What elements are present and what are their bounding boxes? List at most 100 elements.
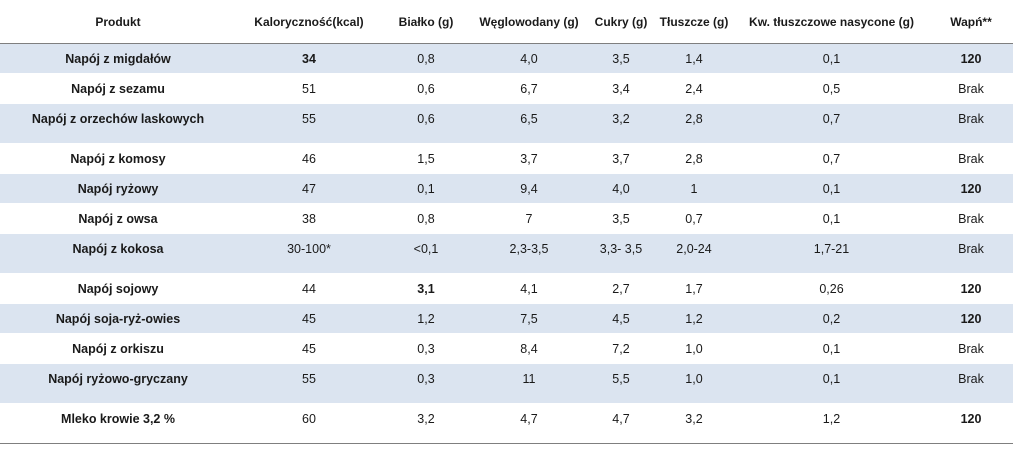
weglowodany-cell: 4,0	[470, 43, 588, 74]
cukry-cell: 3,4	[588, 73, 654, 104]
tluszcze-cell: 2,0-24	[654, 233, 734, 274]
kcal-cell: 45	[236, 333, 382, 364]
weglowodany-cell: 3,7	[470, 143, 588, 174]
nasycone-cell: 0,1	[734, 363, 929, 404]
table-row: Napój z orzechów laskowych 55 0,6 6,5 3,…	[0, 103, 1013, 144]
weglowodany-cell: 11	[470, 363, 588, 404]
table-row: Napój z migdałów 34 0,8 4,0 3,5 1,4 0,1 …	[0, 43, 1013, 74]
table-row: Napój z owsa 38 0,8 7 3,5 0,7 0,1 Brak	[0, 203, 1013, 234]
cukry-cell: 5,5	[588, 363, 654, 404]
nasycone-cell: 0,1	[734, 333, 929, 364]
header-kcal: Kaloryczność(kcal)	[236, 0, 382, 44]
nasycone-cell: 0,1	[734, 173, 929, 204]
wapn-cell: 120	[929, 273, 1013, 304]
kcal-cell: 60	[236, 403, 382, 444]
tluszcze-cell: 1,0	[654, 363, 734, 404]
header-cukry: Cukry (g)	[588, 0, 654, 44]
table-row: Napój ryżowy 47 0,1 9,4 4,0 1 0,1 120	[0, 173, 1013, 204]
bialko-cell: <0,1	[382, 233, 470, 274]
cukry-cell: 2,7	[588, 273, 654, 304]
cukry-cell: 3,2	[588, 103, 654, 144]
nasycone-cell: 0,1	[734, 43, 929, 74]
kcal-cell: 55	[236, 103, 382, 144]
table-row: Napój soja-ryż-owies 45 1,2 7,5 4,5 1,2 …	[0, 303, 1013, 334]
table-row: Napój ryżowo-gryczany 55 0,3 11 5,5 1,0 …	[0, 363, 1013, 404]
tluszcze-cell: 1,0	[654, 333, 734, 364]
kcal-cell: 44	[236, 273, 382, 304]
cukry-cell: 3,3- 3,5	[588, 233, 654, 274]
bialko-cell: 0,6	[382, 103, 470, 144]
product-name: Mleko krowie 3,2 %	[0, 403, 236, 444]
nasycone-cell: 1,7-21	[734, 233, 929, 274]
bialko-cell: 0,8	[382, 203, 470, 234]
wapn-cell: Brak	[929, 363, 1013, 404]
nasycone-cell: 0,1	[734, 203, 929, 234]
kcal-cell: 46	[236, 143, 382, 174]
nasycone-cell: 0,5	[734, 73, 929, 104]
weglowodany-cell: 8,4	[470, 333, 588, 364]
wapn-cell: Brak	[929, 103, 1013, 144]
bialko-cell: 0,3	[382, 333, 470, 364]
weglowodany-cell: 7,5	[470, 303, 588, 334]
wapn-cell: 120	[929, 403, 1013, 444]
product-name: Napój soja-ryż-owies	[0, 303, 236, 334]
table-row: Napój z komosy 46 1,5 3,7 3,7 2,8 0,7 Br…	[0, 143, 1013, 174]
weglowodany-cell: 6,5	[470, 103, 588, 144]
bialko-cell: 1,5	[382, 143, 470, 174]
kcal-cell: 30-100*	[236, 233, 382, 274]
kcal-cell: 47	[236, 173, 382, 204]
header-row: Produkt Kaloryczność(kcal) Białko (g) Wę…	[0, 0, 1013, 44]
kcal-cell: 55	[236, 363, 382, 404]
tluszcze-cell: 2,8	[654, 103, 734, 144]
product-name: Napój z migdałów	[0, 43, 236, 74]
product-name: Napój z komosy	[0, 143, 236, 174]
nasycone-cell: 0,7	[734, 143, 929, 174]
kcal-cell: 51	[236, 73, 382, 104]
header-nasycone: Kw. tłuszczowe nasycone (g)	[734, 0, 929, 44]
table-row: Napój z sezamu 51 0,6 6,7 3,4 2,4 0,5 Br…	[0, 73, 1013, 104]
cukry-cell: 3,5	[588, 203, 654, 234]
header-produkt: Produkt	[0, 0, 236, 44]
nasycone-cell: 1,2	[734, 403, 929, 444]
kcal-cell: 34	[236, 43, 382, 74]
weglowodany-cell: 6,7	[470, 73, 588, 104]
cukry-cell: 4,7	[588, 403, 654, 444]
bialko-cell: 1,2	[382, 303, 470, 334]
tluszcze-cell: 0,7	[654, 203, 734, 234]
weglowodany-cell: 2,3-3,5	[470, 233, 588, 274]
wapn-cell: Brak	[929, 203, 1013, 234]
bialko-cell: 3,1	[382, 273, 470, 304]
tluszcze-cell: 1,7	[654, 273, 734, 304]
wapn-cell: Brak	[929, 233, 1013, 274]
wapn-cell: 120	[929, 173, 1013, 204]
wapn-cell: 120	[929, 303, 1013, 334]
product-name: Napój sojowy	[0, 273, 236, 304]
table-row: Napój z orkiszu 45 0,3 8,4 7,2 1,0 0,1 B…	[0, 333, 1013, 364]
kcal-cell: 45	[236, 303, 382, 334]
nasycone-cell: 0,2	[734, 303, 929, 334]
cukry-cell: 4,5	[588, 303, 654, 334]
wapn-cell: Brak	[929, 73, 1013, 104]
tluszcze-cell: 3,2	[654, 403, 734, 444]
product-name: Napój z kokosa	[0, 233, 236, 274]
table-row: Mleko krowie 3,2 % 60 3,2 4,7 4,7 3,2 1,…	[0, 403, 1013, 444]
header-weglowodany: Węglowodany (g)	[470, 0, 588, 44]
weglowodany-cell: 4,7	[470, 403, 588, 444]
table-row: Napój z kokosa 30-100* <0,1 2,3-3,5 3,3-…	[0, 233, 1013, 274]
tluszcze-cell: 1	[654, 173, 734, 204]
tluszcze-cell: 1,4	[654, 43, 734, 74]
nutrition-table: Produkt Kaloryczność(kcal) Białko (g) Wę…	[0, 0, 1013, 444]
header-wapn: Wapń**	[929, 0, 1013, 44]
wapn-cell: 120	[929, 43, 1013, 74]
product-name: Napój z orkiszu	[0, 333, 236, 364]
cukry-cell: 3,5	[588, 43, 654, 74]
weglowodany-cell: 4,1	[470, 273, 588, 304]
table-row: Napój sojowy 44 3,1 4,1 2,7 1,7 0,26 120	[0, 273, 1013, 304]
tluszcze-cell: 1,2	[654, 303, 734, 334]
bialko-cell: 0,8	[382, 43, 470, 74]
tluszcze-cell: 2,4	[654, 73, 734, 104]
weglowodany-cell: 7	[470, 203, 588, 234]
kcal-cell: 38	[236, 203, 382, 234]
product-name: Napój ryżowy	[0, 173, 236, 204]
nasycone-cell: 0,7	[734, 103, 929, 144]
